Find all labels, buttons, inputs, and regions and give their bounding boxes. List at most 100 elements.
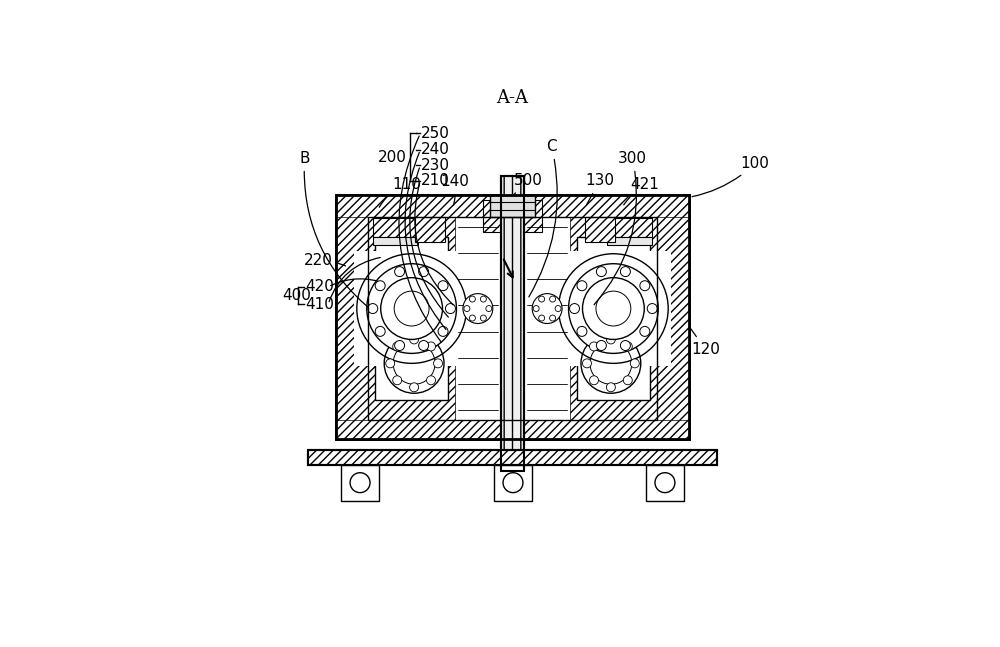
Text: 140: 140 (441, 174, 470, 206)
Circle shape (640, 326, 650, 336)
Circle shape (620, 340, 630, 351)
Bar (368, 217, 455, 420)
Circle shape (555, 305, 561, 312)
Circle shape (427, 342, 436, 351)
Bar (607, 218, 652, 237)
Bar (570, 217, 657, 420)
Bar (415, 217, 445, 242)
Circle shape (381, 278, 443, 340)
Circle shape (620, 267, 630, 276)
Circle shape (570, 303, 580, 314)
Text: 400: 400 (282, 288, 311, 303)
Bar (336, 195, 368, 439)
Bar (567, 217, 595, 420)
Circle shape (445, 303, 455, 314)
Circle shape (569, 264, 658, 353)
Circle shape (596, 267, 606, 276)
Bar (368, 217, 657, 420)
Bar (556, 251, 671, 366)
Circle shape (393, 376, 402, 385)
Circle shape (386, 359, 395, 368)
Circle shape (463, 294, 493, 324)
Text: 200: 200 (378, 149, 407, 164)
Circle shape (393, 342, 435, 384)
Circle shape (427, 376, 436, 385)
Bar (646, 465, 684, 501)
Circle shape (469, 296, 475, 302)
Bar (490, 195, 535, 217)
Circle shape (532, 294, 562, 324)
Circle shape (589, 342, 598, 351)
Circle shape (623, 376, 632, 385)
Text: 240: 240 (421, 142, 450, 157)
Text: 250: 250 (421, 126, 450, 141)
Bar (607, 237, 652, 245)
Bar (373, 237, 418, 245)
Text: 100: 100 (692, 156, 770, 197)
Bar (368, 217, 455, 420)
Bar (336, 195, 689, 217)
Circle shape (395, 267, 405, 276)
Circle shape (503, 473, 523, 492)
Circle shape (582, 278, 644, 340)
Bar (570, 217, 657, 420)
Circle shape (438, 281, 448, 291)
Circle shape (469, 315, 475, 321)
Circle shape (395, 340, 405, 351)
Bar (577, 237, 650, 400)
Text: 130: 130 (585, 173, 614, 204)
Circle shape (550, 296, 556, 302)
Circle shape (375, 281, 385, 291)
Circle shape (394, 291, 429, 326)
Bar (354, 251, 469, 366)
Circle shape (384, 333, 444, 393)
Circle shape (539, 296, 545, 302)
Circle shape (486, 305, 492, 312)
Circle shape (419, 267, 429, 276)
Bar (336, 195, 689, 439)
Text: 421: 421 (624, 177, 659, 205)
Text: 410: 410 (305, 297, 334, 312)
Circle shape (582, 359, 591, 368)
Circle shape (357, 254, 466, 364)
Circle shape (539, 315, 545, 321)
Circle shape (623, 342, 632, 351)
Bar (336, 195, 689, 439)
Circle shape (596, 340, 606, 351)
Text: 300: 300 (594, 151, 647, 305)
Text: C: C (529, 139, 557, 297)
Bar (368, 217, 657, 420)
Circle shape (655, 473, 675, 492)
Circle shape (630, 359, 639, 368)
Circle shape (410, 383, 419, 391)
Bar (483, 200, 542, 232)
Circle shape (550, 315, 556, 321)
Circle shape (367, 264, 456, 353)
Circle shape (577, 326, 587, 336)
Text: 500: 500 (513, 173, 543, 195)
Circle shape (606, 383, 615, 391)
Circle shape (350, 473, 370, 492)
Bar (430, 217, 458, 420)
Circle shape (533, 305, 539, 312)
Circle shape (589, 376, 598, 385)
Circle shape (480, 315, 486, 321)
Bar (657, 195, 689, 439)
Circle shape (393, 342, 402, 351)
Bar (494, 465, 532, 501)
Text: 420: 420 (305, 280, 334, 294)
Bar (336, 420, 689, 439)
Bar (341, 465, 379, 501)
Text: 110: 110 (379, 177, 421, 207)
Text: 120: 120 (691, 329, 720, 356)
Circle shape (464, 305, 470, 312)
Circle shape (419, 340, 429, 351)
Bar (308, 450, 717, 465)
Circle shape (640, 281, 650, 291)
Bar (308, 450, 717, 465)
Circle shape (577, 281, 587, 291)
Text: A-A: A-A (496, 89, 528, 107)
Circle shape (480, 296, 486, 302)
Bar (501, 176, 524, 471)
Circle shape (606, 335, 615, 344)
